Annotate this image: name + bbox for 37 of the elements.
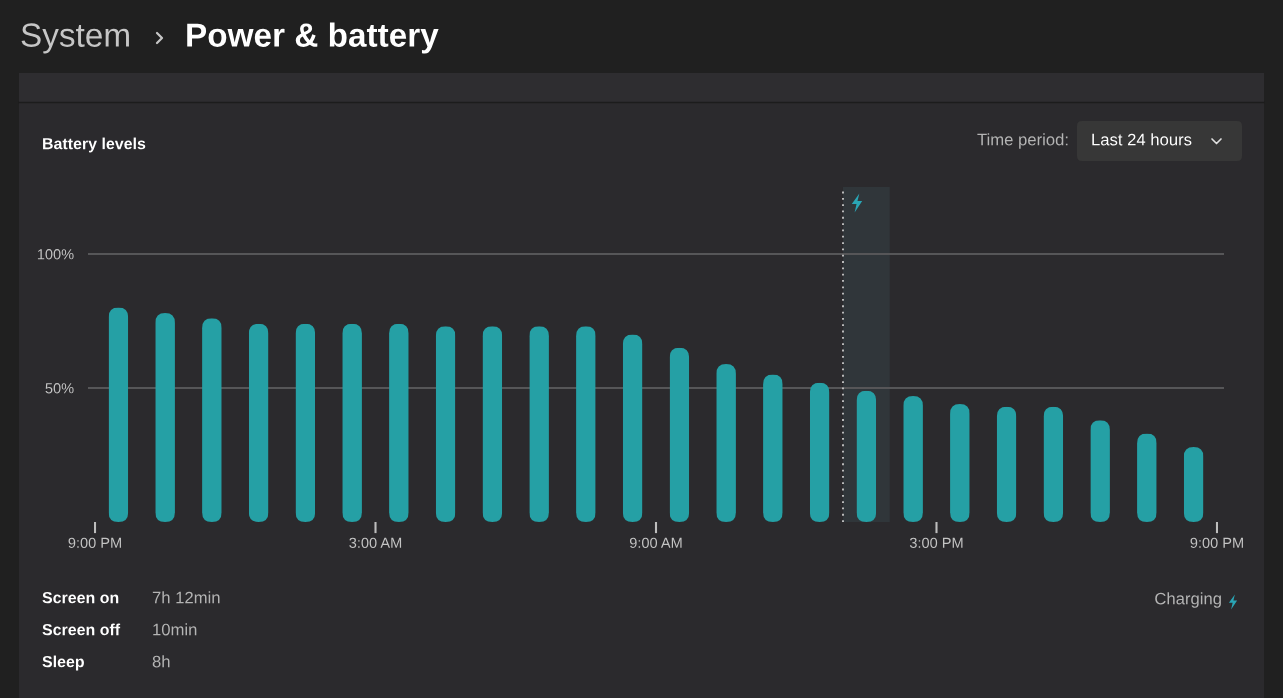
text: Screen off <box>42 623 121 636</box>
bar <box>108 307 129 522</box>
text: System <box>21 23 129 54</box>
bar <box>669 347 690 522</box>
bar <box>248 323 269 522</box>
x-tick-label: 9:00 PM <box>1190 537 1243 548</box>
text: 7h 12min <box>152 591 220 604</box>
bar <box>155 312 175 522</box>
bar <box>435 326 456 522</box>
text: Sleep <box>42 655 84 671</box>
bar <box>1183 446 1204 522</box>
text: Time period: <box>977 133 1068 149</box>
text: 8h <box>152 655 170 668</box>
text: Last 24 hours <box>1092 133 1192 146</box>
bar <box>576 326 596 522</box>
bar <box>202 318 222 522</box>
x-tick-label: 3:00 PM <box>909 537 963 548</box>
bar <box>482 326 503 522</box>
y-tick-label: 50% <box>45 383 74 394</box>
text: Power & battery <box>187 22 439 54</box>
y-tick-label: 100% <box>37 249 74 260</box>
text: 10min <box>153 623 197 636</box>
bar <box>1043 406 1064 522</box>
bar <box>996 406 1017 522</box>
x-tick-label: 3:00 AM <box>349 537 402 548</box>
x-tick-label: 9:00 PM <box>68 537 121 548</box>
chart-title: Battery levels <box>43 137 146 153</box>
bar <box>809 382 830 522</box>
bar <box>529 326 549 522</box>
bar <box>295 323 316 522</box>
text: Charging <box>1155 592 1221 608</box>
bar <box>622 334 643 522</box>
text: Screen on <box>42 591 119 604</box>
x-tick-label: 9:00 AM <box>629 537 682 548</box>
bar <box>389 323 409 522</box>
bar <box>342 323 362 522</box>
bar <box>856 390 877 522</box>
